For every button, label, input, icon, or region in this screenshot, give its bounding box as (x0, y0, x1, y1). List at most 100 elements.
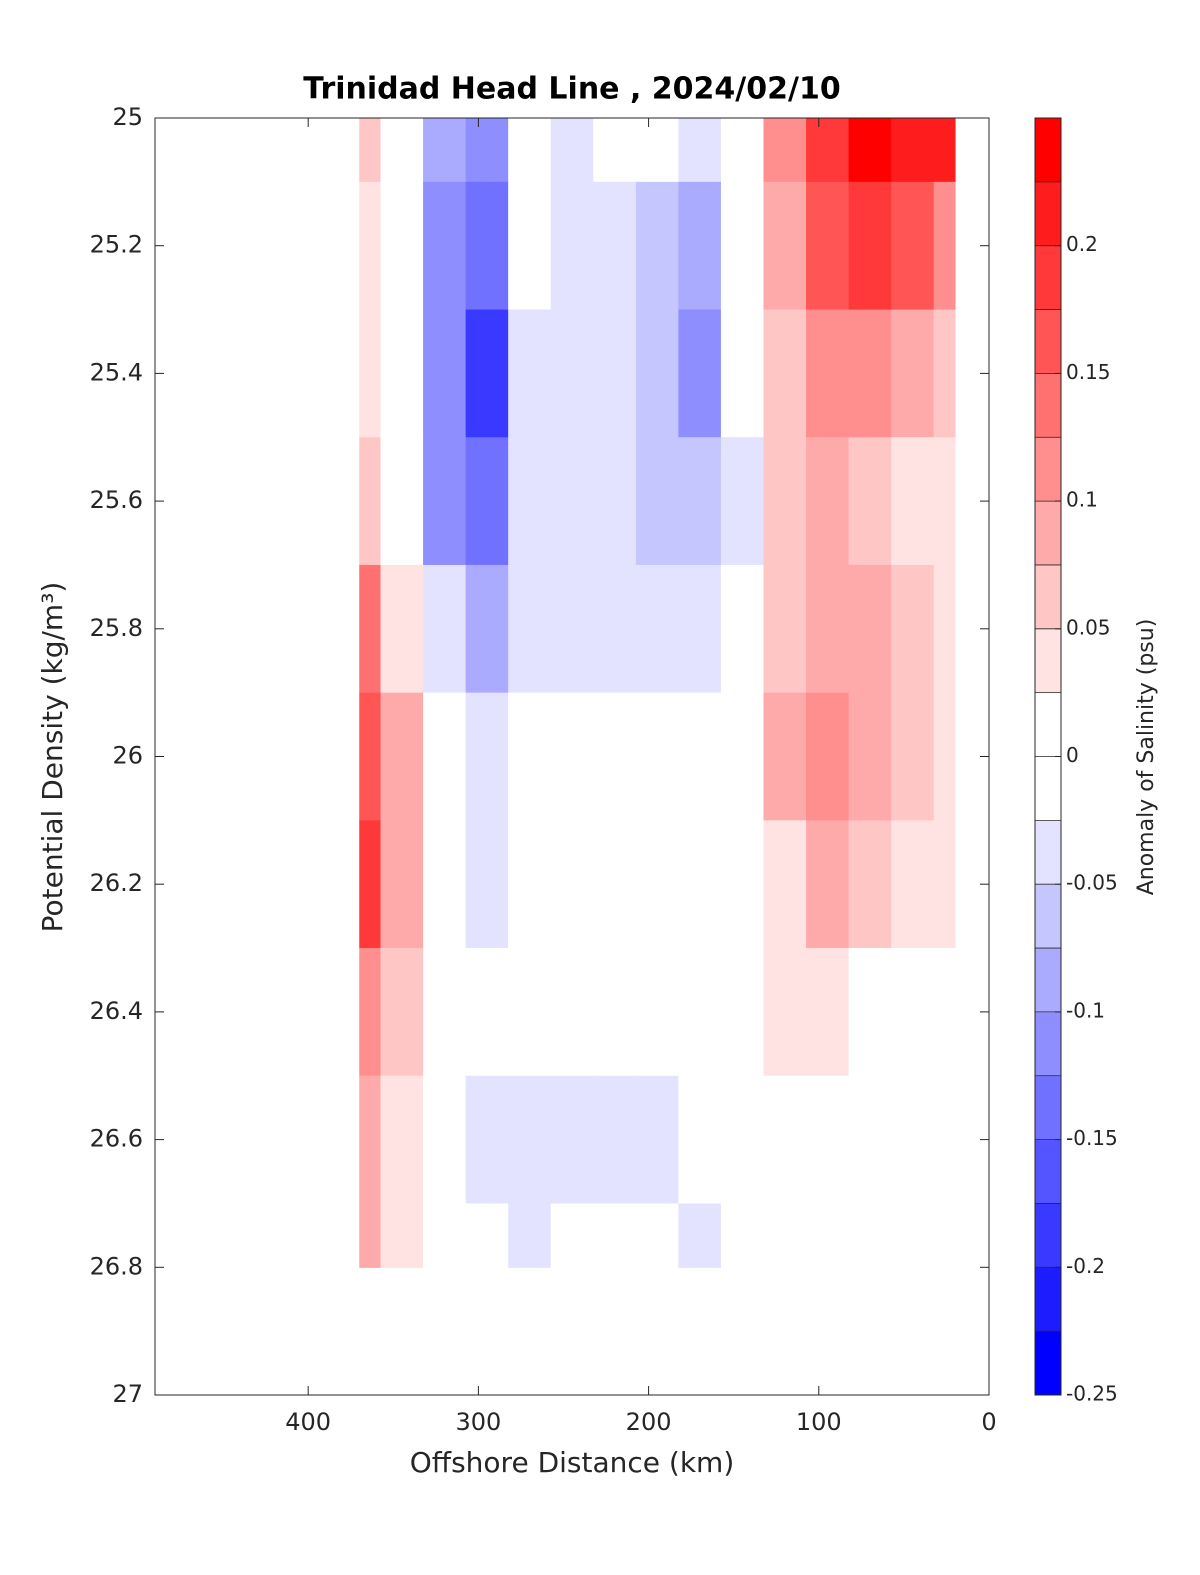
contour-cell (933, 692, 956, 821)
chart-title: Trinidad Head Line , 2024/02/10 (303, 72, 840, 107)
x-tick-label: 300 (455, 1408, 501, 1436)
contour-cell (465, 1075, 509, 1205)
contour-cell (359, 948, 382, 1077)
contour-cell (550, 118, 594, 183)
colorbar-band (1035, 628, 1061, 694)
colorbar-tick-label: -0.25 (1066, 1382, 1118, 1406)
contour-cell (550, 181, 594, 311)
colorbar-tick-label: -0.05 (1066, 871, 1118, 895)
contour-cell (891, 1075, 935, 1205)
contour-cell (508, 437, 552, 566)
contour-cell (635, 309, 679, 438)
contour-cell (763, 309, 807, 438)
contour-cell (550, 309, 594, 438)
contour-cell (550, 820, 594, 949)
contour-cell (359, 437, 382, 566)
contour-cell (380, 181, 424, 311)
contour-cell (508, 181, 552, 311)
contour-cell (720, 118, 765, 183)
contour-cell (593, 1075, 637, 1205)
y-tick-label: 26.4 (90, 997, 143, 1025)
contour-cell (465, 181, 509, 311)
contour-cell (550, 692, 594, 821)
y-axis-label: Potential Density (kg/m³) (36, 582, 69, 933)
contour-cell (678, 820, 722, 949)
contour-cell (380, 564, 424, 694)
contour-cell (806, 181, 850, 311)
contour-cell (678, 1203, 722, 1268)
contour-cell (423, 1203, 467, 1268)
contour-cell (933, 564, 956, 694)
contour-cell (423, 437, 467, 566)
colorbar-tick-label: -0.2 (1066, 1254, 1105, 1278)
contour-cell (359, 820, 382, 949)
contour-cell (933, 181, 956, 311)
colorbar-band (1035, 181, 1061, 247)
contour-cell (806, 437, 850, 566)
contour-cell (806, 1203, 850, 1268)
contour-cell (720, 1203, 765, 1268)
contour-cell (891, 118, 935, 183)
contour-cell (359, 1075, 382, 1205)
contour-cell (359, 309, 382, 438)
contour-cell (763, 692, 807, 821)
contour-cell (848, 1075, 892, 1205)
colorbar-tick-label: 0.1 (1066, 488, 1098, 512)
contour-cell (465, 1203, 509, 1268)
contour-cell (593, 564, 637, 694)
contour-cell (508, 692, 552, 821)
contour-cell (848, 820, 892, 949)
contour-cell (593, 181, 637, 311)
contour-cell (806, 948, 850, 1077)
contour-cell (380, 309, 424, 438)
contour-cell (508, 118, 552, 183)
contour-cell (465, 309, 509, 438)
x-tick-label: 200 (626, 1408, 672, 1436)
contour-cell (635, 948, 679, 1077)
colorbar-band (1035, 820, 1061, 885)
y-tick-label: 26 (112, 742, 143, 770)
contour-cell (720, 437, 765, 566)
contour-cell (593, 1203, 637, 1268)
contour-cell (550, 1075, 594, 1205)
contour-cell (635, 181, 679, 311)
contour-cell (848, 181, 892, 311)
y-tick-label: 25 (112, 103, 143, 131)
colorbar-band (1035, 118, 1061, 183)
contour-cell (806, 820, 850, 949)
contour-cell (806, 309, 850, 438)
colorbar-tick-label: 0.05 (1066, 615, 1111, 639)
contour-cell (678, 692, 722, 821)
y-tick-label: 26.8 (90, 1252, 143, 1280)
contour-cell (380, 437, 424, 566)
colorbar-tick-label: -0.15 (1066, 1126, 1118, 1150)
contour-cell (465, 118, 509, 183)
y-tick-label: 27 (112, 1380, 143, 1408)
contour-cell (806, 1075, 850, 1205)
contour-cell (848, 309, 892, 438)
contour-cell (508, 948, 552, 1077)
contour-cell (635, 692, 679, 821)
contour-cell (550, 1203, 594, 1268)
colorbar-band (1035, 1075, 1061, 1141)
colorbar-band (1035, 884, 1061, 949)
contour-cell (933, 948, 956, 1077)
contour-cell (550, 437, 594, 566)
contour-cell (359, 692, 382, 821)
contour-cell (359, 181, 382, 311)
colorbar-tick-label: -0.1 (1066, 998, 1105, 1022)
contour-cell (635, 1075, 679, 1205)
contour-cell (763, 1075, 807, 1205)
contour-cell (380, 1203, 424, 1268)
contour-cell (465, 948, 509, 1077)
contour-cell (508, 564, 552, 694)
contour-cell (891, 309, 935, 438)
x-axis-label: Offshore Distance (km) (410, 1446, 735, 1479)
colorbar-band (1035, 1011, 1061, 1077)
colorbar-band (1035, 245, 1061, 311)
colorbar-band (1035, 1203, 1061, 1268)
contour-cell (635, 1203, 679, 1268)
contour-cell (678, 564, 722, 694)
contour-cell (593, 437, 637, 566)
contour-cell (508, 1075, 552, 1205)
